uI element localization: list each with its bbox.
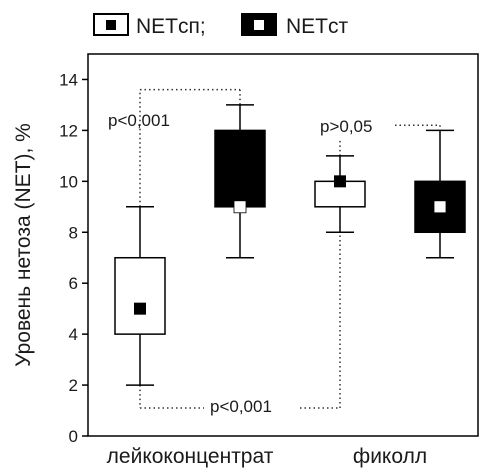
box-iqr xyxy=(214,129,266,208)
box-netst-0 xyxy=(214,104,266,259)
annotation-1-label: p>0,05 xyxy=(320,117,372,136)
y-tick-label: 4 xyxy=(69,325,78,344)
y-tick-label: 10 xyxy=(59,172,78,191)
y-tick-label: 0 xyxy=(69,427,78,446)
y-tick-label: 8 xyxy=(69,223,78,242)
y-axis-title: Уровень нетоза (NET), % xyxy=(12,123,35,367)
legend-swatch-netst-marker xyxy=(254,20,264,30)
median-marker xyxy=(134,302,146,315)
annotation-0-label: p<0,001 xyxy=(108,111,170,130)
boxes xyxy=(114,104,466,386)
y-tick-label: 2 xyxy=(69,376,78,395)
median-marker xyxy=(334,175,346,188)
annotation-2-label: p<0,001 xyxy=(210,397,272,416)
box-iqr xyxy=(114,256,166,335)
x-category-label: фиколл xyxy=(353,445,427,468)
box-netsp-0 xyxy=(114,206,166,386)
box-netst-1 xyxy=(414,129,466,259)
x-category-label: лейкоконцентрат xyxy=(107,445,274,468)
y-tick-label: 6 xyxy=(69,274,78,293)
legend: NETсп; NETст xyxy=(93,13,349,38)
significance-annotations: p<0,001 p>0,05 p<0,001 xyxy=(108,88,441,416)
legend-label-netst: NETст xyxy=(286,15,349,38)
legend-label-netsp: NETсп; xyxy=(136,15,206,38)
y-tick-label: 14 xyxy=(59,70,78,89)
median-marker xyxy=(233,200,247,214)
x-axis-labels: лейкоконцентрат фиколл xyxy=(107,445,427,468)
legend-swatch-netsp-marker xyxy=(106,20,116,30)
plot-frame xyxy=(87,53,479,437)
y-axis-ticks: 0 2 4 6 8 10 12 14 xyxy=(59,70,88,446)
box-netsp-1 xyxy=(314,155,366,234)
median-marker xyxy=(433,200,447,214)
y-tick-label: 12 xyxy=(59,121,78,140)
